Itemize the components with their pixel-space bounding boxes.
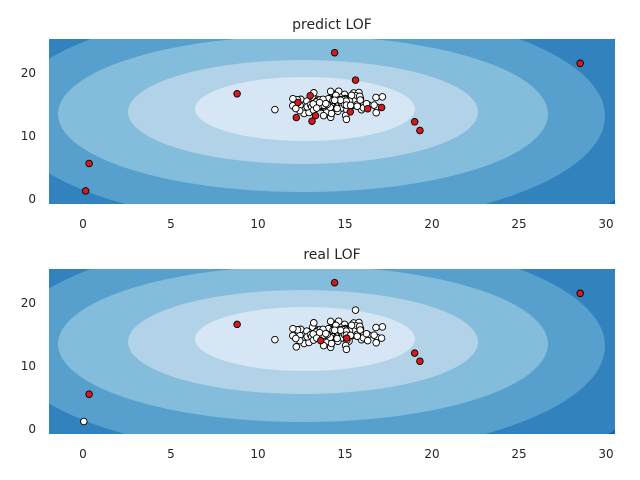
outlier-point [294, 98, 302, 107]
outlier-point [330, 48, 339, 57]
outlier-point [363, 104, 372, 113]
outlier-point [346, 108, 355, 116]
inlier-point [342, 345, 351, 354]
x-tick-label: 20 [424, 217, 439, 231]
y-tick-label: 10 [21, 359, 36, 373]
inlier-point [342, 115, 351, 124]
outlier-point [377, 103, 386, 112]
inlier-point [370, 331, 378, 339]
inlier-point [356, 326, 364, 334]
outlier-point [292, 113, 301, 122]
inlier-point [289, 324, 297, 333]
inlier-point [333, 104, 341, 113]
outlier-point [410, 118, 419, 126]
x-tick-label: 25 [511, 447, 526, 461]
inlier-point [326, 317, 335, 326]
inlier-point [353, 332, 361, 340]
y-tick-label: 0 [28, 192, 36, 206]
outlier-point [410, 349, 419, 357]
outlier-point [351, 76, 360, 84]
inlier-point [271, 335, 279, 344]
panel-predict-lof: predict LOF 0 5 10 15 20 25 30 0 10 20 [21, 17, 615, 231]
x-tick-label: 15 [337, 217, 352, 231]
inlier-point [312, 104, 321, 112]
inlier-point [333, 334, 341, 343]
y-tick-label: 20 [21, 66, 36, 80]
scatter-points [80, 278, 584, 426]
inlier-point [330, 96, 339, 104]
outlier-point [233, 320, 241, 329]
contour-background [49, 39, 615, 204]
outlier-point [308, 117, 316, 125]
scatter-points [81, 48, 584, 195]
inlier-point [378, 93, 387, 101]
inlier-point [322, 329, 330, 338]
inlier-point [292, 334, 300, 343]
inlier-point [322, 99, 330, 108]
x-tick-label: 20 [424, 447, 439, 461]
outlier-point [330, 278, 339, 287]
inlier-point [346, 101, 355, 110]
x-tick-label: 10 [250, 217, 265, 231]
inlier-point [330, 326, 339, 334]
inlier-point [372, 338, 380, 347]
inlier-point [353, 102, 361, 110]
x-tick-label: 25 [511, 217, 526, 231]
x-tick-label: 30 [598, 447, 613, 461]
x-tick-label: 0 [79, 447, 87, 461]
inlier-point [327, 339, 336, 348]
outlier-point [416, 357, 424, 365]
inlier-point [327, 109, 336, 118]
inlier-point [372, 108, 380, 117]
y-tick-labels: 0 10 20 [21, 66, 36, 206]
inlier-point [356, 96, 364, 104]
x-tick-label: 10 [250, 447, 265, 461]
inlier-point [326, 87, 335, 96]
inlier-point [351, 306, 360, 314]
outlier-point [576, 59, 584, 68]
inlier-point [310, 319, 318, 327]
inlier-point [319, 111, 328, 120]
chart-title: real LOF [303, 247, 360, 263]
inlier-point [377, 334, 386, 342]
outlier-point [306, 91, 314, 100]
x-tick-label: 5 [167, 217, 175, 231]
outlier-point [311, 111, 320, 120]
x-tick-label: 0 [79, 217, 87, 231]
y-tick-label: 10 [21, 129, 36, 143]
outlier-point [343, 334, 351, 342]
chart-title: predict LOF [292, 17, 372, 33]
x-tick-label: 5 [167, 447, 175, 461]
inlier-point [363, 336, 372, 345]
x-tick-labels: 0 5 10 15 20 25 30 [79, 217, 613, 231]
inlier-point [372, 93, 380, 102]
x-tick-label: 30 [598, 217, 613, 231]
inlier-point [271, 105, 279, 114]
outlier-point [85, 390, 93, 398]
y-tick-label: 0 [28, 422, 36, 436]
x-tick-labels: 0 5 10 15 20 25 30 [79, 447, 613, 461]
inlier-point [370, 101, 378, 109]
outlier-point [81, 187, 90, 195]
inlier-point [80, 417, 88, 426]
inlier-point [292, 343, 301, 351]
inlier-point [372, 323, 380, 332]
panel-real-lof: real LOF 0 5 10 15 20 25 30 0 10 20 [21, 247, 615, 461]
x-tick-label: 15 [337, 447, 352, 461]
outlier-point [576, 289, 584, 298]
outlier-point [416, 126, 424, 135]
inlier-point [362, 329, 371, 338]
outlier-point [316, 336, 325, 345]
outlier-point [85, 159, 93, 168]
y-tick-label: 20 [21, 296, 36, 310]
inlier-point [378, 323, 387, 331]
y-tick-labels: 0 10 20 [21, 296, 36, 436]
outlier-point [233, 90, 241, 98]
